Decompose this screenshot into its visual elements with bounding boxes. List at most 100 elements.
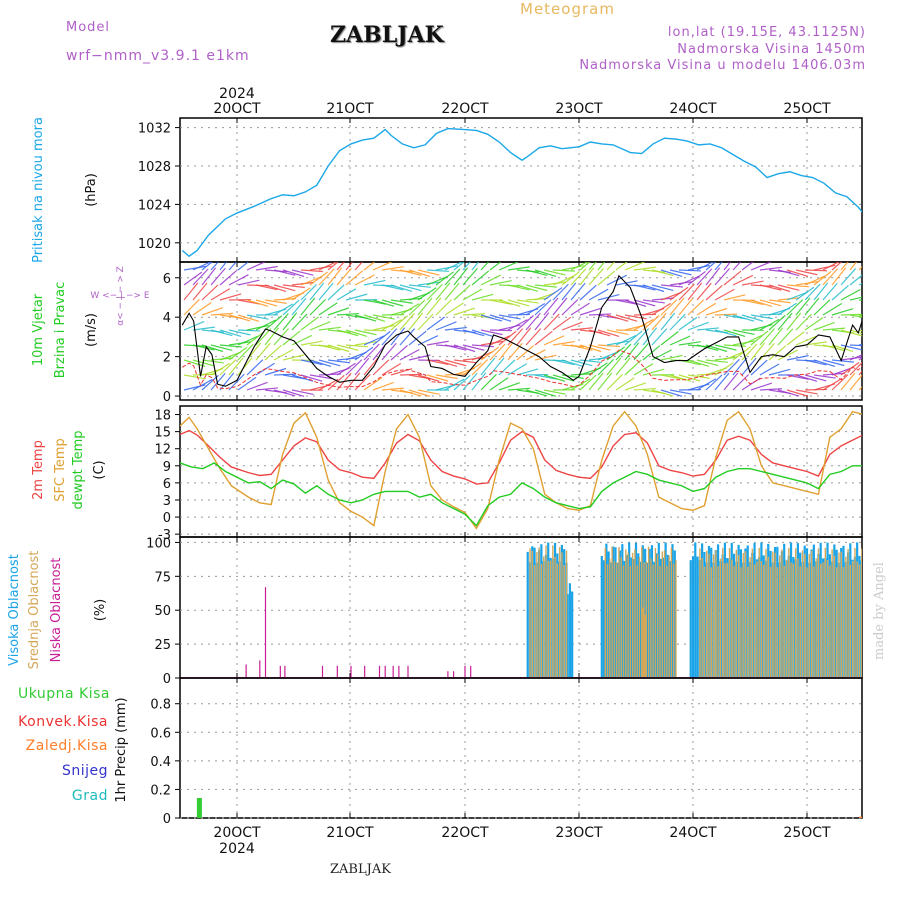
wind-barb bbox=[714, 288, 735, 301]
wind-barb bbox=[813, 359, 836, 368]
wind-barb bbox=[849, 344, 862, 347]
wind-barb bbox=[255, 299, 278, 307]
wind-barb bbox=[183, 374, 206, 380]
wind-barb bbox=[858, 356, 862, 361]
y-tick-label: 50 bbox=[154, 604, 171, 619]
wind-barb bbox=[651, 302, 671, 316]
wind-barb bbox=[201, 307, 223, 316]
wind-barb bbox=[534, 374, 557, 380]
wind-barb bbox=[831, 267, 847, 286]
wind-barb bbox=[462, 329, 485, 337]
wind-barb bbox=[750, 262, 772, 271]
wind-barb bbox=[642, 345, 661, 361]
wind-barb bbox=[642, 314, 660, 331]
wind-unit-label: (m/s) bbox=[84, 313, 99, 347]
wind-barb bbox=[363, 262, 376, 271]
y-tick-label: 9 bbox=[163, 460, 171, 475]
wind-axis-label: 10m Vjetar bbox=[31, 293, 46, 366]
wind-barb bbox=[381, 284, 404, 291]
wind-barb bbox=[327, 307, 350, 316]
wind-barb bbox=[399, 269, 422, 276]
wind-barb bbox=[813, 264, 836, 271]
wind-barb bbox=[516, 368, 539, 376]
wind-barb bbox=[732, 357, 748, 376]
wind-barb bbox=[300, 276, 322, 286]
wind-barb bbox=[633, 342, 649, 361]
wind-barb bbox=[849, 361, 862, 376]
wind-barb bbox=[336, 288, 357, 301]
wind-barb bbox=[399, 389, 422, 397]
wind-barb bbox=[507, 387, 530, 391]
wind-barb bbox=[399, 312, 415, 331]
wind-barb bbox=[507, 299, 530, 307]
wind-barb bbox=[759, 266, 782, 271]
wind-barb bbox=[507, 363, 528, 376]
wind-barb bbox=[615, 335, 637, 346]
wind-barb bbox=[219, 293, 242, 301]
wind-barb bbox=[318, 359, 341, 367]
wind-barb bbox=[696, 378, 717, 391]
wind-barb bbox=[228, 346, 248, 361]
wind-barb bbox=[822, 268, 839, 286]
wind-barb bbox=[372, 299, 395, 307]
wind-barb bbox=[597, 351, 619, 361]
wind-barb bbox=[714, 344, 737, 351]
wind-barb bbox=[840, 356, 862, 361]
wind-barb bbox=[813, 270, 832, 286]
wind-barb bbox=[219, 359, 237, 376]
wind-barb bbox=[453, 284, 471, 301]
wind-barb bbox=[642, 368, 665, 376]
wind-barb bbox=[399, 284, 422, 292]
wind-barb bbox=[858, 386, 862, 391]
wind-barb bbox=[561, 321, 583, 331]
wind-barb bbox=[759, 343, 775, 361]
wind-barb bbox=[696, 268, 713, 286]
wind-barb bbox=[273, 312, 289, 331]
wind-barb bbox=[570, 359, 593, 367]
wind-barb bbox=[561, 282, 577, 301]
wind-barb bbox=[300, 269, 323, 273]
wind-barb bbox=[498, 314, 521, 320]
wind-barb bbox=[750, 342, 766, 361]
wind-barb bbox=[552, 269, 576, 272]
wind-barb bbox=[516, 327, 532, 346]
wind-barb bbox=[327, 344, 350, 353]
precip-legend-label: Snijeg bbox=[62, 763, 108, 779]
wind-barb bbox=[246, 359, 264, 376]
wind-speed-line bbox=[181, 274, 862, 387]
wind-barb bbox=[237, 262, 250, 271]
wind-barb bbox=[462, 362, 482, 376]
wind-barb bbox=[696, 344, 719, 351]
y-tick-label: 25 bbox=[154, 638, 171, 653]
wind-barb bbox=[210, 362, 230, 376]
wind-barb bbox=[849, 329, 862, 335]
wind-barb bbox=[399, 349, 420, 361]
wind-barb bbox=[741, 262, 754, 271]
wind-barb bbox=[354, 274, 375, 286]
y-tick-label: 15 bbox=[154, 426, 171, 441]
wind-barb bbox=[705, 374, 723, 391]
wind-barb bbox=[714, 313, 738, 316]
wind-barb bbox=[408, 354, 431, 361]
wind-barb bbox=[363, 314, 386, 322]
wind-barb bbox=[570, 327, 593, 331]
wind-barb bbox=[795, 335, 817, 346]
wind-barb bbox=[570, 378, 591, 391]
wind-barb bbox=[282, 389, 305, 397]
wind-barb bbox=[507, 319, 528, 331]
wind-barb bbox=[381, 266, 404, 271]
wind-barb bbox=[363, 279, 386, 286]
wind-barb bbox=[273, 269, 296, 276]
wind-barb bbox=[192, 302, 212, 316]
temp-line-2m-temp bbox=[180, 429, 862, 485]
year-label-top: 2024 bbox=[219, 86, 255, 102]
wind-barb bbox=[687, 359, 710, 368]
y-tick-label: 0.2 bbox=[150, 783, 171, 798]
wind-barb bbox=[660, 389, 683, 397]
wind-barb bbox=[210, 344, 233, 352]
wind-barb bbox=[201, 267, 217, 286]
y-tick-label: 12 bbox=[154, 443, 171, 458]
wind-barb bbox=[795, 286, 815, 301]
wind-barb bbox=[336, 329, 359, 337]
wind-barb bbox=[669, 286, 689, 301]
